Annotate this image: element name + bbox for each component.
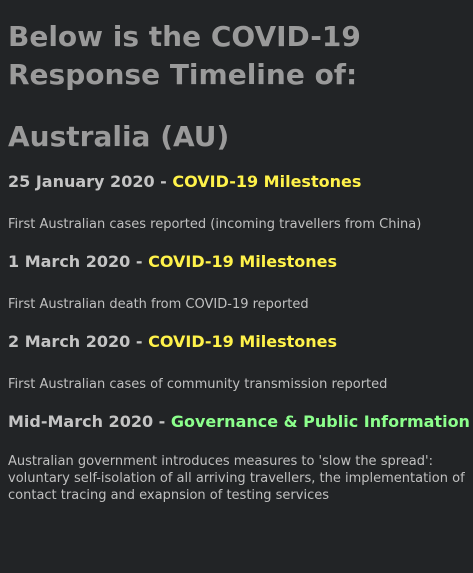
entry-title: 25 January 2020 - COVID-19 Milestones [8, 171, 465, 193]
country-heading: Australia (AU) [8, 120, 230, 153]
entry-category: COVID-19 Milestones [172, 172, 362, 191]
entry-description: Australian government introduces measure… [8, 454, 465, 503]
entry-description: First Australian cases reported (incomin… [8, 217, 422, 232]
entry-title: 2 March 2020 - COVID-19 Milestones [8, 331, 465, 353]
timeline-entry: Mid-March 2020 - Governance & Public Inf… [8, 411, 470, 504]
entry-category: COVID-19 Milestones [148, 332, 338, 351]
entry-title: Mid-March 2020 - Governance & Public Inf… [8, 411, 470, 433]
timeline-entry: 2 March 2020 - COVID-19 Milestones First… [8, 331, 465, 393]
entry-date: 25 January 2020 [8, 172, 155, 191]
heading-line-2: Response Timeline of: [8, 58, 358, 91]
page-heading: Below is the COVID-19 Response Timeline … [8, 0, 465, 94]
entry-separator: - [130, 252, 149, 271]
entry-description: First Australian cases of community tran… [8, 377, 388, 392]
entry-category: Governance & Public Information [170, 412, 470, 431]
entry-description: First Australian death from COVID-19 rep… [8, 297, 309, 312]
entry-category: COVID-19 Milestones [148, 252, 338, 271]
timeline-entry: 1 March 2020 - COVID-19 Milestones First… [8, 251, 465, 313]
timeline-page: Below is the COVID-19 Response Timeline … [8, 0, 470, 504]
entry-title: 1 March 2020 - COVID-19 Milestones [8, 251, 465, 273]
entry-separator: - [130, 332, 149, 351]
entry-date: Mid-March 2020 [8, 412, 154, 431]
entry-separator: - [154, 172, 173, 191]
entry-date: 1 March 2020 [8, 252, 131, 271]
timeline-entry: 25 January 2020 - COVID-19 Milestones Fi… [8, 171, 465, 233]
entry-date: 2 March 2020 [8, 332, 131, 351]
heading-line-1: Below is the COVID-19 [8, 20, 361, 53]
entry-separator: - [153, 412, 171, 431]
